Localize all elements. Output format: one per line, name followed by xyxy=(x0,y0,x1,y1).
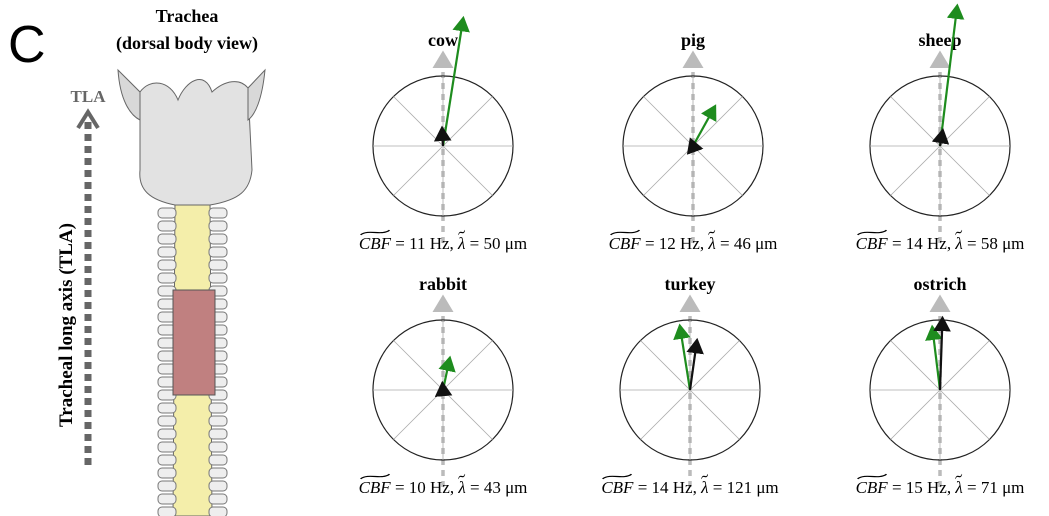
axis-short: TLA xyxy=(71,87,107,106)
lambda-symbol: λ xyxy=(458,234,465,253)
figure-panel: C Trachea (dorsal body view) TLA Trachea… xyxy=(0,0,1049,516)
green-arrow xyxy=(932,327,940,390)
cbf-symbol: CBF xyxy=(601,478,633,497)
cbf-symbol: CBF xyxy=(856,234,888,253)
tilde xyxy=(359,229,391,236)
ring xyxy=(209,403,227,413)
cbf-value: = 10 Hz, xyxy=(395,478,454,497)
tilde xyxy=(955,473,962,480)
ring xyxy=(158,507,176,516)
ring xyxy=(209,468,227,478)
tilde xyxy=(359,473,391,480)
caption: CBF = 12 Hz, λ = 46 μm xyxy=(573,234,813,254)
cbf-symbol: CBF xyxy=(856,478,888,497)
ring xyxy=(209,507,227,516)
panel-title: pig xyxy=(681,30,705,50)
ring xyxy=(158,273,176,283)
ring xyxy=(209,429,227,439)
caption: CBF = 11 Hz, λ = 50 μm xyxy=(323,234,563,254)
caption: CBF = 14 Hz, λ = 121 μm xyxy=(570,478,810,498)
ring xyxy=(209,481,227,491)
panel-title: sheep xyxy=(918,30,961,50)
tilde xyxy=(609,229,641,236)
caption: CBF = 15 Hz, λ = 71 μm xyxy=(820,478,1049,498)
ring xyxy=(158,416,176,426)
cbf-value: = 15 Hz, xyxy=(892,478,951,497)
lambda-value: = 71 μm xyxy=(967,478,1024,497)
ring xyxy=(209,247,227,257)
black-arrow xyxy=(442,383,443,390)
ring xyxy=(209,260,227,270)
cbf-symbol: CBF xyxy=(359,234,391,253)
green-arrow xyxy=(693,106,715,146)
tilde xyxy=(701,473,708,480)
ring xyxy=(158,247,176,257)
cbf-value: = 14 Hz, xyxy=(892,234,951,253)
lambda-value: = 58 μm xyxy=(967,234,1024,253)
tilde xyxy=(458,229,465,236)
lambda-value: = 121 μm xyxy=(713,478,779,497)
lambda-value: = 43 μm xyxy=(470,478,527,497)
panel-title: turkey xyxy=(665,274,716,294)
cbf-value: = 11 Hz, xyxy=(395,234,454,253)
panel-title: rabbit xyxy=(419,274,467,294)
ring xyxy=(209,494,227,504)
ring xyxy=(209,442,227,452)
panel-label: C xyxy=(8,16,46,74)
tilde xyxy=(601,473,633,480)
cbf-symbol: CBF xyxy=(609,234,641,253)
cbf-value: = 14 Hz, xyxy=(638,478,697,497)
axis-label: Tracheal long axis (TLA) xyxy=(56,223,77,427)
ring xyxy=(158,442,176,452)
trachea-drawing xyxy=(118,70,265,516)
ring xyxy=(158,429,176,439)
tilde xyxy=(708,229,715,236)
green-arrow xyxy=(680,326,690,390)
ring xyxy=(209,208,227,218)
tilde xyxy=(856,473,888,480)
lambda-value: = 50 μm xyxy=(470,234,527,253)
ring xyxy=(209,455,227,465)
caption: CBF = 14 Hz, λ = 58 μm xyxy=(820,234,1049,254)
ring xyxy=(158,208,176,218)
ring xyxy=(158,403,176,413)
trachea-subtitle: (dorsal body view) xyxy=(116,33,258,54)
cbf-symbol: CBF xyxy=(359,478,391,497)
ring xyxy=(158,234,176,244)
ring xyxy=(158,260,176,270)
black-arrow xyxy=(442,128,443,146)
lambda-symbol: λ xyxy=(458,478,465,497)
panel-title: cow xyxy=(428,30,458,50)
ring xyxy=(209,273,227,283)
tilde xyxy=(955,229,962,236)
panel-title: ostrich xyxy=(914,274,967,294)
ring xyxy=(158,494,176,504)
ring xyxy=(158,468,176,478)
lambda-symbol: λ xyxy=(708,234,715,253)
cbf-value: = 12 Hz, xyxy=(645,234,704,253)
ring xyxy=(209,221,227,231)
segment xyxy=(173,290,215,395)
ring xyxy=(209,234,227,244)
lambda-symbol: λ xyxy=(701,478,708,497)
ring xyxy=(158,481,176,491)
tilde xyxy=(856,229,888,236)
lambda-symbol: λ xyxy=(955,478,962,497)
ring xyxy=(158,455,176,465)
lambda-value: = 46 μm xyxy=(720,234,777,253)
trachea-title: Trachea xyxy=(156,6,219,26)
tilde xyxy=(458,473,465,480)
ring xyxy=(158,221,176,231)
ring xyxy=(209,416,227,426)
figure: C Trachea (dorsal body view) TLA Trachea… xyxy=(0,0,1049,516)
caption: CBF = 10 Hz, λ = 43 μm xyxy=(323,478,563,498)
lambda-symbol: λ xyxy=(955,234,962,253)
